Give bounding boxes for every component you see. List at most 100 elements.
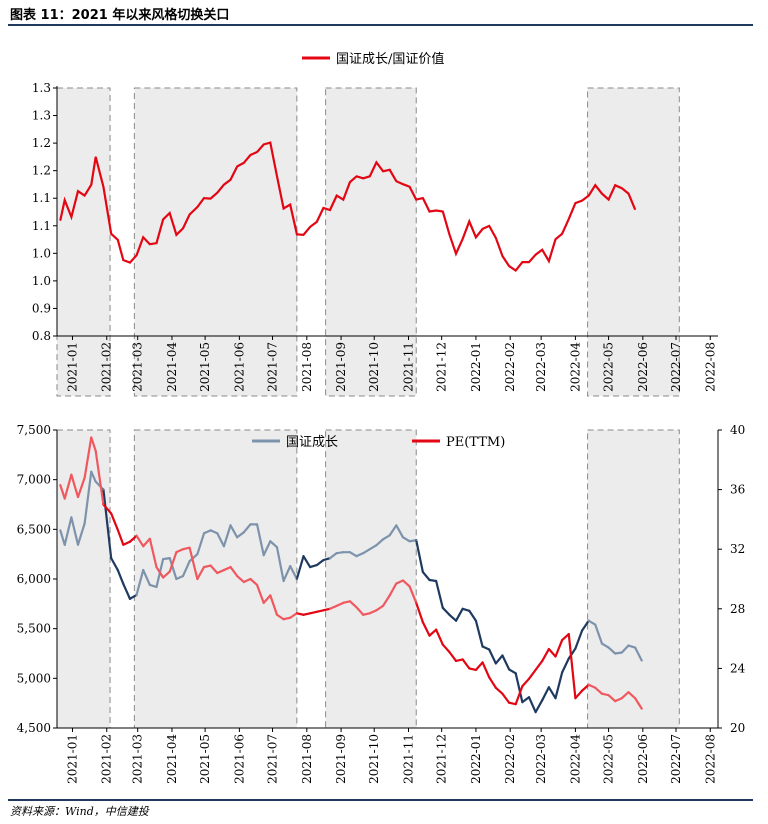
data-point-pe-ttm bbox=[296, 612, 298, 614]
y-tick-label-left-c2: 6,500 bbox=[17, 522, 51, 536]
data-point-growth-index bbox=[508, 668, 510, 670]
data-point-ratio bbox=[548, 260, 550, 262]
data-point-ratio bbox=[203, 197, 205, 199]
series-segment-growth-index bbox=[574, 629, 584, 650]
data-point-growth-index bbox=[302, 555, 305, 557]
series-segment-growth-index bbox=[388, 524, 398, 537]
series-segment-pe-ttm bbox=[461, 658, 471, 670]
series-segment-growth-index bbox=[541, 686, 550, 702]
series-segment-growth-index bbox=[594, 623, 604, 645]
series-segment-growth-index bbox=[262, 540, 272, 557]
series-segment-growth-index bbox=[255, 523, 265, 557]
data-point-pe-ttm bbox=[588, 684, 590, 686]
series-segment-pe-ttm bbox=[128, 534, 138, 543]
data-point-pe-ttm bbox=[229, 566, 232, 568]
data-point-growth-index bbox=[634, 646, 636, 649]
series-segment-pe-ttm bbox=[142, 537, 151, 548]
series-segment-growth-index bbox=[375, 538, 385, 547]
series-segment-growth-index bbox=[600, 642, 610, 649]
data-point-ratio bbox=[155, 242, 158, 244]
data-point-pe-ttm bbox=[382, 605, 384, 607]
data-point-ratio bbox=[175, 234, 177, 236]
data-point-pe-ttm bbox=[488, 676, 490, 678]
data-point-growth-index bbox=[263, 554, 265, 556]
data-point-ratio bbox=[329, 209, 331, 211]
series-segment-pe-ttm bbox=[428, 628, 438, 637]
data-point-pe-ttm bbox=[369, 612, 371, 614]
series-segment-pe-ttm bbox=[63, 473, 73, 500]
data-point-growth-index bbox=[627, 644, 630, 647]
data-point-pe-ttm bbox=[535, 669, 537, 671]
data-point-ratio bbox=[309, 226, 311, 228]
x-tick-label-c2: 2021-07 bbox=[266, 734, 280, 784]
data-point-growth-index bbox=[229, 524, 232, 526]
data-point-ratio bbox=[588, 195, 590, 197]
data-point-pe-ttm bbox=[362, 614, 364, 616]
data-point-ratio bbox=[601, 193, 603, 195]
series-segment-pe-ttm bbox=[309, 610, 318, 615]
series-segment-growth-index bbox=[627, 644, 637, 649]
data-point-ratio bbox=[614, 184, 616, 186]
data-point-growth-index bbox=[574, 647, 577, 650]
data-point-pe-ttm bbox=[435, 629, 437, 631]
data-point-pe-ttm bbox=[541, 660, 543, 662]
data-point-growth-index bbox=[568, 657, 570, 660]
data-point-growth-index bbox=[528, 696, 530, 698]
data-point-pe-ttm bbox=[581, 690, 583, 692]
data-point-growth-index bbox=[102, 489, 105, 491]
data-point-growth-index bbox=[415, 539, 417, 541]
data-point-pe-ttm bbox=[495, 687, 497, 689]
series-segment-growth-index bbox=[289, 564, 298, 581]
data-point-growth-index bbox=[535, 711, 537, 713]
data-point-pe-ttm bbox=[243, 581, 245, 583]
series-segment-pe-ttm bbox=[375, 604, 385, 612]
x-tick-label-c2: 2022-05 bbox=[602, 734, 616, 784]
series-segment-growth-index bbox=[135, 568, 145, 596]
series-segment-pe-ttm bbox=[175, 548, 185, 554]
data-point-ratio bbox=[269, 141, 271, 144]
data-point-pe-ttm bbox=[501, 693, 504, 695]
series-segment-pe-ttm bbox=[155, 565, 165, 579]
data-point-pe-ttm bbox=[528, 678, 530, 680]
data-point-growth-index bbox=[59, 529, 61, 531]
y-tick-label-right-c2: 32 bbox=[730, 542, 745, 556]
series-segment-pe-ttm bbox=[162, 570, 171, 579]
x-tick-label-c1: 2021-09 bbox=[334, 342, 348, 392]
data-point-ratio bbox=[362, 177, 364, 179]
x-tick-label-c2: 2022-07 bbox=[669, 734, 683, 784]
data-point-ratio bbox=[607, 199, 610, 201]
data-point-growth-index bbox=[276, 546, 278, 548]
data-point-pe-ttm bbox=[175, 551, 177, 553]
data-point-ratio bbox=[196, 206, 198, 208]
shaded-period-c1-3 bbox=[587, 87, 680, 397]
data-point-pe-ttm bbox=[574, 697, 577, 699]
data-point-growth-index bbox=[588, 620, 590, 622]
series-segment-pe-ttm bbox=[188, 546, 199, 581]
series-segment-pe-ttm bbox=[249, 577, 259, 587]
y-tick-label-right-c2: 28 bbox=[730, 602, 745, 616]
data-point-pe-ttm bbox=[135, 535, 138, 537]
data-point-ratio bbox=[302, 234, 305, 236]
data-point-growth-index bbox=[375, 544, 378, 546]
series-segment-pe-ttm bbox=[521, 677, 531, 688]
series-segment-growth-index bbox=[415, 539, 424, 574]
series-segment-pe-ttm bbox=[289, 612, 298, 619]
series-segment-pe-ttm bbox=[574, 689, 584, 700]
data-point-ratio bbox=[448, 233, 450, 235]
series-segment-pe-ttm bbox=[408, 585, 418, 604]
x-tick-label-c1: 2021-10 bbox=[367, 342, 381, 392]
series-segment-growth-index bbox=[587, 619, 597, 626]
data-point-pe-ttm bbox=[117, 529, 119, 531]
data-point-pe-ttm bbox=[422, 621, 424, 623]
series-segment-pe-ttm bbox=[348, 600, 358, 609]
data-point-pe-ttm bbox=[634, 697, 636, 699]
data-point-pe-ttm bbox=[515, 703, 517, 705]
x-tick-label-c1: 2021-08 bbox=[300, 342, 314, 392]
data-point-growth-index bbox=[435, 580, 437, 582]
series-segment-pe-ttm bbox=[302, 612, 312, 616]
data-point-growth-index bbox=[249, 523, 252, 525]
data-point-ratio bbox=[462, 238, 464, 240]
series-segment-pe-ttm bbox=[435, 628, 444, 646]
data-point-pe-ttm bbox=[90, 436, 92, 439]
